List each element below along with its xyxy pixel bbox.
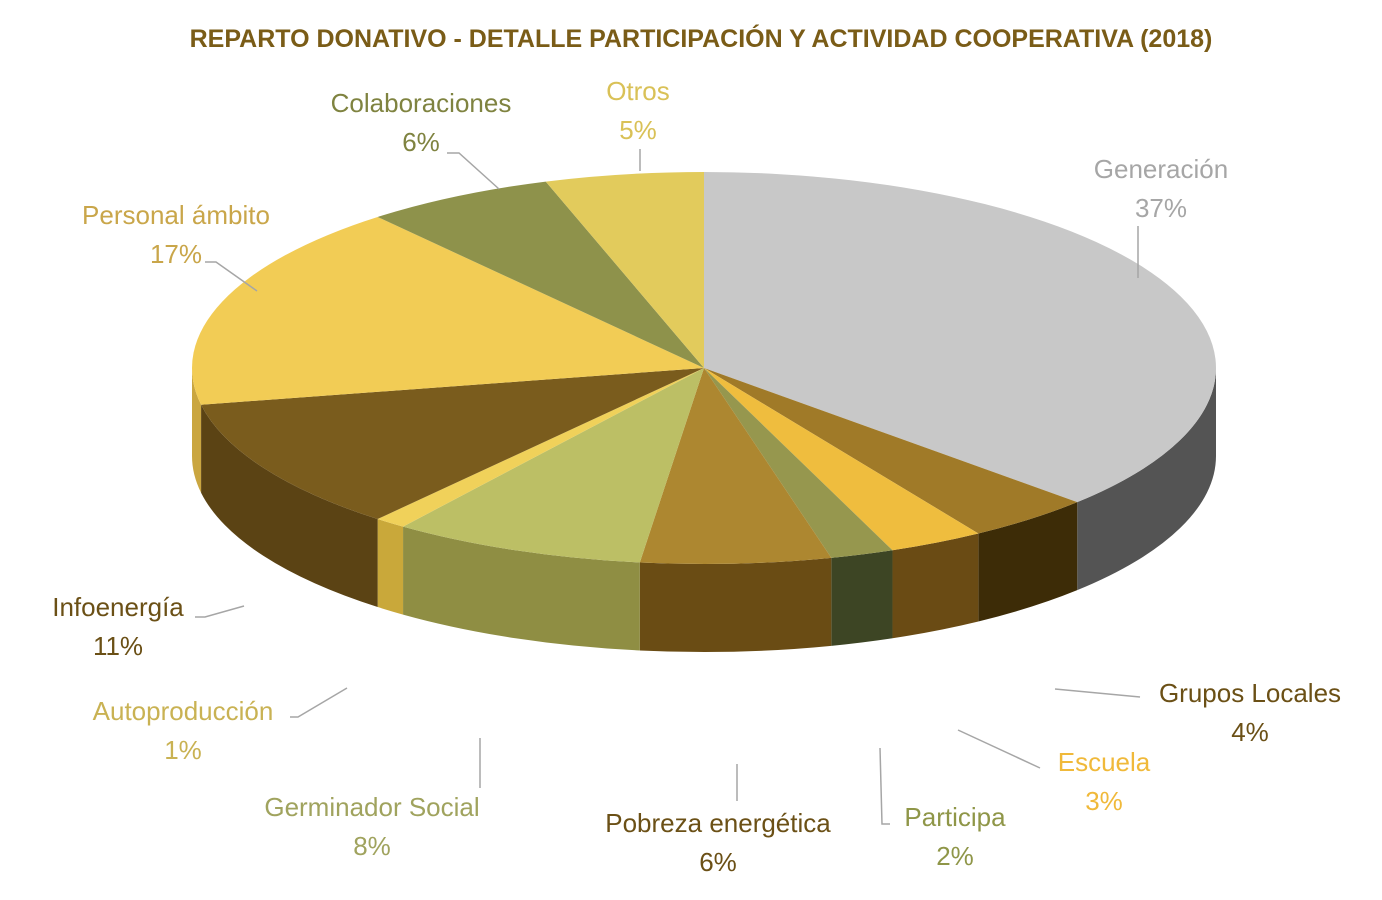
slice-infoenergia — [201, 368, 705, 520]
leader-line-grupos-locales — [1054, 688, 1141, 698]
slice-label-infoenergia: Infoenergía — [52, 592, 184, 622]
slice-percent-generacion: 37% — [1135, 193, 1187, 223]
slice-percent-personal-ambito: 17% — [150, 239, 202, 269]
slice-side-autoproduccion — [377, 519, 404, 615]
slice-germinador-social — [403, 368, 704, 563]
slice-label-participa: Participa — [904, 802, 1006, 832]
slice-side-escuela — [892, 533, 979, 639]
slice-percent-escuela: 3% — [1085, 786, 1123, 816]
slice-colaboraciones — [377, 181, 704, 368]
leader-line-colaboraciones — [447, 152, 500, 190]
slice-grupos-locales — [704, 368, 1078, 534]
slice-percent-otros: 5% — [619, 115, 657, 145]
slice-label-germinador-social: Germinador Social — [264, 792, 479, 822]
slice-label-otros: Otros — [606, 76, 670, 106]
leader-line-personal-ambito — [205, 261, 258, 292]
slice-side-personal-ambito — [192, 368, 202, 493]
chart-title: REPARTO DONATIVO - DETALLE PARTICIPACIÓN… — [190, 23, 1213, 53]
leader-line-infoenergia — [195, 605, 245, 618]
leader-line-escuela — [957, 729, 1041, 769]
slice-side-grupos-locales — [978, 502, 1078, 622]
slice-label-autoproduccion: Autoproducción — [93, 696, 274, 726]
slice-side-germinador-social — [403, 526, 640, 651]
slice-label-pobreza-energetica: Pobreza energética — [605, 808, 831, 838]
slice-percent-grupos-locales: 4% — [1231, 717, 1269, 747]
leader-line-autoproduccion — [290, 687, 348, 718]
slice-percent-colaboraciones: 6% — [402, 127, 440, 157]
slice-personal-ambito — [192, 216, 704, 405]
slice-side-participa — [831, 550, 893, 646]
slice-participa — [704, 368, 893, 558]
pie-top-layer — [192, 172, 1216, 564]
slice-pobreza-energetica — [639, 368, 832, 564]
slice-percent-germinador-social: 8% — [353, 831, 391, 861]
slice-percent-pobreza-energetica: 6% — [699, 847, 737, 877]
slice-otros — [545, 172, 704, 368]
slice-percent-infoenergia: 11% — [93, 631, 143, 661]
slice-label-personal-ambito: Personal ámbito — [82, 200, 270, 230]
slice-side-infoenergia — [201, 404, 378, 608]
leader-lines — [195, 149, 1141, 825]
slice-escuela — [704, 368, 979, 551]
slice-autoproduccion — [377, 368, 704, 527]
slice-side-generacion — [1077, 368, 1216, 591]
slice-percent-autoproduccion: 1% — [164, 735, 202, 765]
slice-label-grupos-locales: Grupos Locales — [1159, 678, 1341, 708]
leader-line-participa — [879, 747, 890, 825]
slice-label-escuela: Escuela — [1058, 747, 1151, 777]
slice-labels: Generación 37% Grupos Locales 4% Escuela 3% Pa… — [52, 76, 1341, 877]
pie-depth-layer — [192, 368, 1216, 652]
slice-label-colaboraciones: Colaboraciones — [331, 88, 512, 118]
slice-percent-participa: 2% — [936, 841, 974, 871]
slice-generacion — [704, 172, 1216, 503]
slice-label-generacion: Generación — [1094, 154, 1228, 184]
slice-side-pobreza-energetica — [639, 557, 832, 652]
